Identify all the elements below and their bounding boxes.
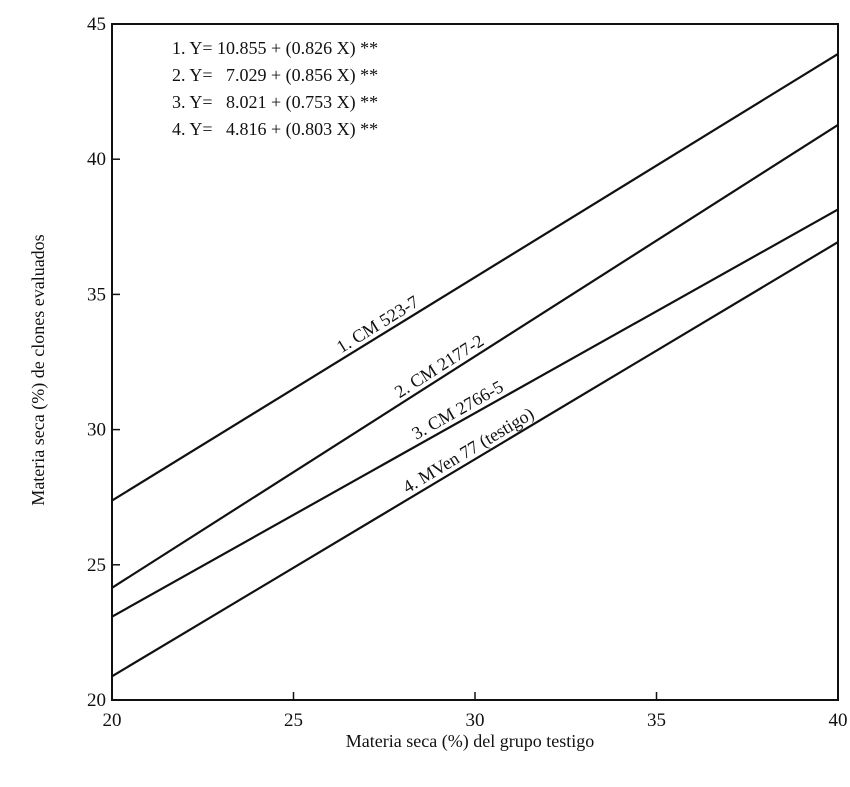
x-axis-label: Materia seca (%) del grupo testigo bbox=[346, 731, 594, 752]
equation-label: 4. Y= 4.816 + (0.803 X) ** bbox=[172, 119, 378, 140]
x-tick-label: 30 bbox=[466, 710, 485, 731]
x-axis-ticks: 20 25 30 35 40 bbox=[103, 692, 848, 731]
y-axis-ticks: 20 25 30 35 40 45 bbox=[87, 14, 120, 711]
series-line bbox=[111, 241, 839, 678]
regression-equations: 1. Y= 10.855 + (0.826 X) ** 2. Y= 7.029 +… bbox=[172, 38, 378, 140]
y-tick-label: 40 bbox=[87, 149, 106, 170]
y-axis-label: Materia seca (%) de clones evaluados bbox=[28, 234, 49, 505]
x-tick-label: 20 bbox=[103, 710, 122, 731]
y-tick-label: 30 bbox=[87, 420, 106, 441]
y-tick-label: 35 bbox=[87, 284, 106, 305]
series-line bbox=[111, 52, 839, 502]
x-tick-label: 40 bbox=[829, 710, 848, 731]
series-line bbox=[111, 123, 839, 589]
series-label: 1. CM 523-7 bbox=[333, 291, 422, 357]
series-line bbox=[111, 208, 839, 618]
series-lines bbox=[111, 52, 839, 678]
y-tick-label: 45 bbox=[87, 14, 106, 35]
equation-label: 3. Y= 8.021 + (0.753 X) ** bbox=[172, 92, 378, 113]
equation-label: 2. Y= 7.029 + (0.856 X) ** bbox=[172, 65, 378, 86]
y-tick-label: 20 bbox=[87, 690, 106, 711]
x-tick-label: 35 bbox=[647, 710, 666, 731]
x-tick-label: 25 bbox=[284, 710, 303, 731]
equation-label: 1. Y= 10.855 + (0.826 X) ** bbox=[172, 38, 378, 59]
y-tick-label: 25 bbox=[87, 555, 106, 576]
